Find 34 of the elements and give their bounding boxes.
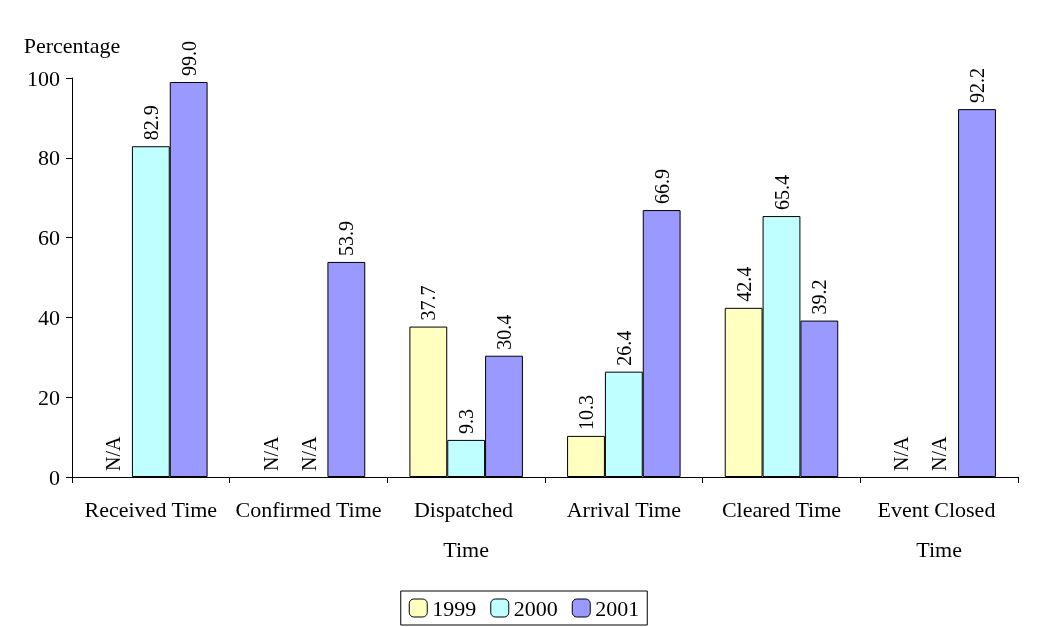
data-label: 82.9 xyxy=(139,105,162,141)
y-tick-label: 80 xyxy=(38,145,60,171)
y-tick-label: 100 xyxy=(27,65,60,91)
data-label: 26.4 xyxy=(612,330,635,366)
y-axis-title: Percentage xyxy=(23,32,121,58)
data-label: 92.2 xyxy=(966,68,989,104)
y-tick-label: 20 xyxy=(38,384,60,410)
data-label: 10.3 xyxy=(574,394,597,430)
data-label: 39.2 xyxy=(808,279,831,315)
data-label: 53.9 xyxy=(335,220,358,256)
data-label: 66.9 xyxy=(650,169,673,205)
x-tick-label: Received Time xyxy=(84,496,218,522)
legend-label: 2001 xyxy=(595,595,640,621)
x-tick-label: Event Closed Time xyxy=(877,496,1001,562)
x-tick-label: Arrival Time xyxy=(566,496,681,522)
text: N/A xyxy=(890,436,913,471)
x-tick-label: Cleared Time xyxy=(721,496,842,522)
data-label: 9.3 xyxy=(455,408,478,434)
text: N/A xyxy=(928,436,951,471)
text: N/A xyxy=(259,436,282,471)
y-tick-label: 40 xyxy=(38,304,60,330)
data-label: 30.4 xyxy=(493,314,516,350)
x-tick-label: Confirmed Time xyxy=(235,496,382,522)
y-tick-label: 0 xyxy=(49,464,60,490)
legend-label: 2000 xyxy=(513,595,558,621)
data-label: 99.0 xyxy=(177,40,200,76)
x-tick-label: Dispatched Time xyxy=(413,496,519,562)
text: N/A xyxy=(297,436,320,471)
data-label: 37.7 xyxy=(417,285,440,321)
legend-label: 1999 xyxy=(432,595,477,621)
data-label: 42.4 xyxy=(732,266,755,302)
text: N/A xyxy=(101,436,124,471)
data-label: 65.4 xyxy=(770,175,793,211)
y-tick-label: 60 xyxy=(38,225,60,251)
